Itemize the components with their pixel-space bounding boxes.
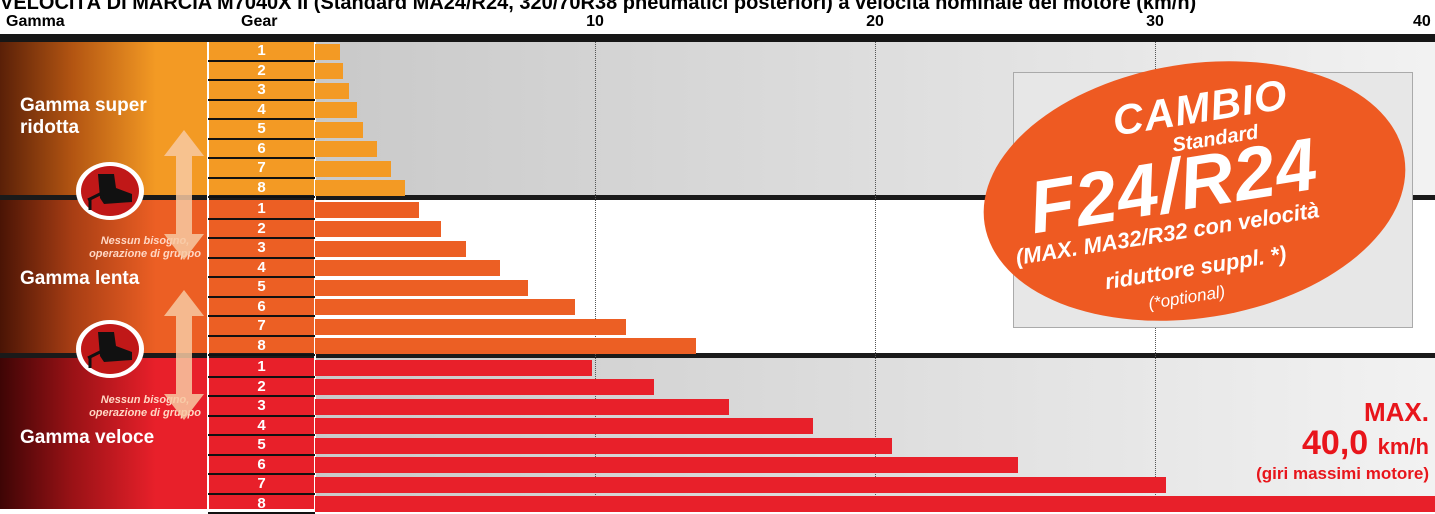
- speed-bar: [315, 379, 654, 395]
- speed-bar: [315, 260, 500, 276]
- speed-bar: [315, 399, 729, 415]
- speed-bar: [315, 83, 349, 99]
- x-tick-label: 40: [1413, 12, 1431, 32]
- gear-label: 7: [208, 159, 315, 179]
- max-speed-value: 40,0: [1302, 424, 1368, 462]
- gear-label: 2: [208, 62, 315, 82]
- speed-bar: [315, 141, 377, 157]
- gear-label: 1: [208, 200, 315, 220]
- speed-bar: [315, 438, 892, 454]
- range-label-veloce: Gamma veloce: [20, 427, 154, 449]
- gear-label: 3: [208, 81, 315, 101]
- speed-bar: [315, 280, 528, 296]
- x-tick-label: 30: [1146, 12, 1164, 32]
- double-arrow-icon: [162, 128, 206, 262]
- gear-label: 4: [208, 259, 315, 279]
- speed-bar: [315, 477, 1166, 493]
- speed-bar: [315, 299, 575, 315]
- gear-label: 8: [208, 337, 315, 357]
- gear-label: 1: [208, 42, 315, 62]
- gear-label: 8: [208, 179, 315, 199]
- chart-title: VELOCITÀ DI MARCIA M7040X II (Standard M…: [0, 0, 1435, 15]
- gear-label: 7: [208, 475, 315, 495]
- speed-bar: [315, 241, 466, 257]
- gear-label: 5: [208, 436, 315, 456]
- x-tick-label: 10: [586, 12, 604, 32]
- max-speed: 40,0 km/h: [1302, 424, 1429, 466]
- clutch-pedal-icon: [74, 318, 146, 380]
- speed-bar: [315, 338, 696, 354]
- max-label: MAX.: [1364, 398, 1429, 426]
- speed-bar: [315, 457, 1018, 473]
- speed-bar: [315, 418, 813, 434]
- gear-label: 6: [208, 298, 315, 318]
- gear-label: 5: [208, 278, 315, 298]
- speed-bar: [315, 360, 592, 376]
- range-label-lenta: Gamma lenta: [20, 268, 139, 290]
- gear-column-header: Gear: [241, 12, 277, 32]
- speed-bar: [315, 319, 626, 335]
- speed-bar: [315, 122, 363, 138]
- gear-label: 7: [208, 317, 315, 337]
- speed-bar: [315, 44, 340, 60]
- speed-bar: [315, 63, 343, 79]
- gear-label: 4: [208, 101, 315, 121]
- speed-bar: [315, 161, 391, 177]
- speed-bar: [315, 102, 357, 118]
- clutch-pedal-icon: [74, 160, 146, 222]
- range-column-header: Gamma: [6, 12, 65, 32]
- x-tick-label: 20: [866, 12, 884, 32]
- speed-bar: [315, 221, 441, 237]
- gear-label: 5: [208, 120, 315, 140]
- gear-label: 6: [208, 456, 315, 476]
- max-speed-unit: km/h: [1378, 434, 1429, 459]
- gear-label: 6: [208, 140, 315, 160]
- speed-bar: [315, 496, 1435, 512]
- gear-label: 8: [208, 495, 315, 514]
- speed-bar: [315, 202, 419, 218]
- double-arrow-icon: [162, 288, 206, 422]
- range-label-super-ridotta: Gamma super ridotta: [20, 95, 147, 139]
- max-note: (giri massimi motore): [1256, 464, 1429, 484]
- speed-bar: [315, 180, 405, 196]
- header-divider: [0, 34, 1435, 42]
- gear-label: 1: [208, 358, 315, 378]
